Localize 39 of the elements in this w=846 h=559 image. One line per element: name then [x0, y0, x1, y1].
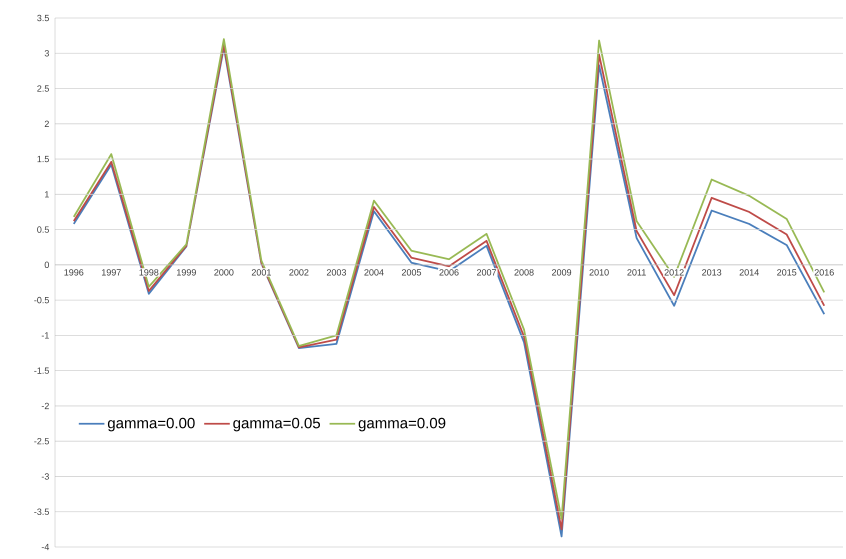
x-tick-label: 2003	[326, 269, 346, 276]
legend-label: gamma=0.09	[358, 418, 446, 432]
y-tick-label: -4	[42, 544, 50, 550]
x-tick-label: 1998	[139, 269, 158, 276]
y-tick-label: 0	[44, 262, 49, 268]
x-tick-label: 2004	[364, 269, 384, 276]
x-tick-label: 2007	[476, 269, 496, 276]
y-tick-label: -1.5	[34, 368, 49, 374]
x-tick-label: 2010	[590, 269, 609, 276]
y-tick-label: -0.5	[34, 296, 49, 304]
x-tick-label: 2011	[627, 269, 646, 276]
y-tick-label: -3.5	[34, 508, 49, 515]
y-tick-label: 2.5	[37, 85, 49, 92]
x-tick-label: 1997	[102, 269, 121, 276]
x-tick-label: 2002	[289, 269, 308, 276]
x-tick-label: 2009	[552, 269, 572, 276]
y-tick-label: -2.5	[34, 438, 49, 444]
y-tick-label: 1.5	[38, 156, 49, 162]
x-tick-label: 2016	[814, 269, 834, 276]
x-tick-label: 2015	[777, 269, 796, 276]
x-tick-label: 1996	[64, 269, 84, 276]
y-tick-label: -3	[42, 473, 49, 480]
x-tick-label: 2005	[402, 269, 422, 276]
x-tick-label: 2013	[702, 269, 722, 276]
y-tick-label: -2	[42, 402, 49, 410]
y-tick-label: 2	[44, 120, 49, 127]
legend-label: gamma=0.00	[108, 418, 195, 432]
y-tick-label: -1	[42, 332, 49, 338]
x-tick-label: 2008	[514, 269, 534, 276]
x-tick-label: 2001	[252, 269, 271, 276]
y-tick-label: 3.5	[37, 14, 49, 22]
x-tick-label: 2014	[740, 269, 759, 276]
x-tick-label: 2000	[214, 269, 234, 276]
y-tick-label: 1	[45, 191, 49, 198]
legend-label: gamma=0.05	[233, 418, 320, 432]
x-tick-label: 1999	[177, 269, 196, 276]
y-tick-label: 0.5	[37, 226, 49, 233]
x-tick-label: 2012	[664, 269, 684, 276]
y-tick-label: 3	[44, 50, 49, 56]
